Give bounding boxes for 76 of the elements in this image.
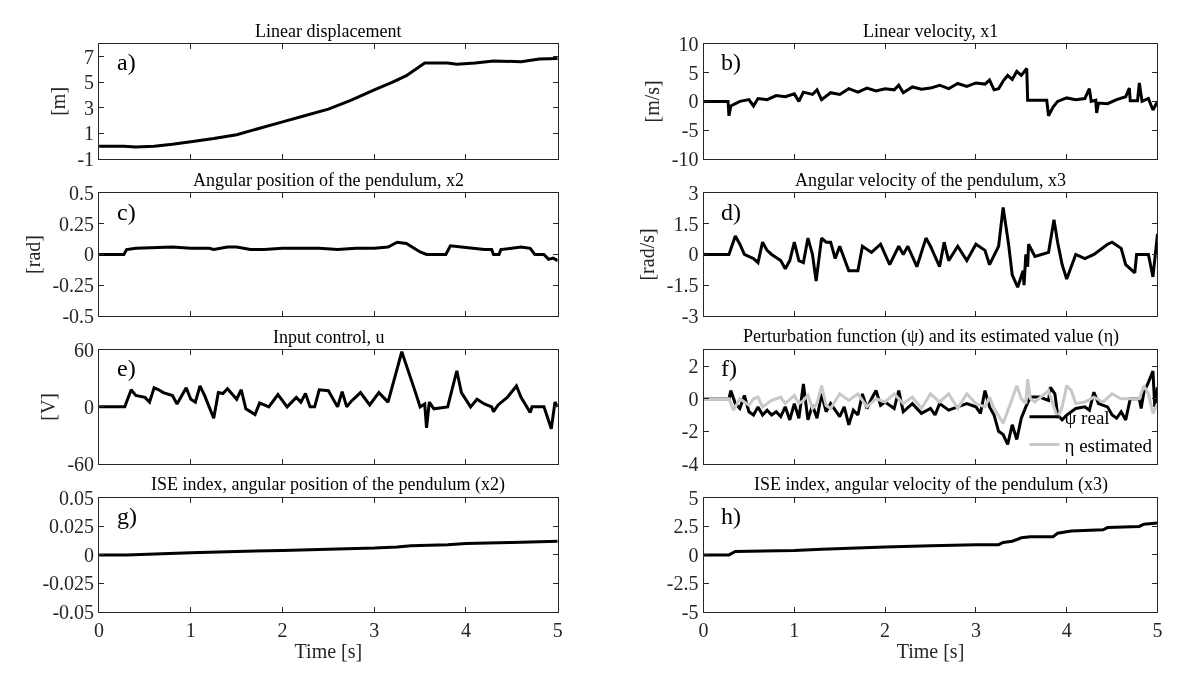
chart-title: Input control, u bbox=[273, 327, 385, 347]
line-series bbox=[99, 56, 558, 149]
y-tick-label: 0.05 bbox=[59, 486, 95, 509]
chart-title: Linear displacement bbox=[255, 21, 402, 41]
x-tick-label: 2 bbox=[880, 618, 891, 641]
y-axis-title: [rad/s] bbox=[636, 228, 659, 281]
y-tick-label: -0.5 bbox=[62, 304, 95, 327]
x-tick-label: 5 bbox=[552, 618, 563, 641]
y-tick-label: 60 bbox=[74, 338, 95, 361]
x-tick-label: 3 bbox=[369, 618, 380, 641]
line-series bbox=[703, 205, 1158, 289]
y-tick-label: 0 bbox=[84, 243, 95, 266]
y-tick-label: -1 bbox=[77, 148, 95, 171]
y-tick-label: 0 bbox=[688, 243, 699, 266]
y-tick-label: 7 bbox=[84, 45, 95, 68]
annotation: c) bbox=[117, 199, 136, 225]
y-tick-label: -10 bbox=[671, 148, 699, 171]
x-tick-label: 5 bbox=[1152, 618, 1163, 641]
y-tick-label: -3 bbox=[681, 304, 699, 327]
x-tick-label: 1 bbox=[185, 618, 196, 641]
y-axis-title: [m/s] bbox=[641, 80, 664, 123]
annotation: f) bbox=[721, 355, 737, 381]
y-tick-label: 5 bbox=[84, 71, 95, 94]
y-tick-label: -1.5 bbox=[666, 274, 699, 297]
line-series bbox=[99, 350, 558, 431]
annotation: d) bbox=[721, 199, 741, 225]
y-tick-label: -2.5 bbox=[666, 572, 699, 595]
x-tick-label: 3 bbox=[970, 618, 981, 641]
x-axis-title: Time [s] bbox=[896, 640, 965, 663]
y-tick-label: 0 bbox=[688, 387, 699, 410]
y-tick-label: -60 bbox=[67, 452, 95, 475]
annotation: b) bbox=[721, 49, 741, 75]
y-tick-label: 1 bbox=[84, 122, 95, 145]
y-tick-label: 10 bbox=[678, 32, 699, 55]
y-tick-label: 0 bbox=[688, 90, 699, 113]
y-tick-label: 1.5 bbox=[673, 212, 699, 235]
chart-title: Linear velocity, x1 bbox=[863, 21, 999, 41]
y-tick-label: 0.5 bbox=[69, 182, 95, 205]
line-series bbox=[99, 539, 558, 557]
y-tick-label: 3 bbox=[688, 182, 699, 205]
y-tick-label: 0 bbox=[688, 543, 699, 566]
y-tick-label: 5 bbox=[688, 486, 699, 509]
chart-title: Perturbation function (ψ) and its estimated value (η) bbox=[743, 326, 1120, 347]
chart-title: ISE index, angular velocity of the pendulum (x3) bbox=[754, 474, 1108, 495]
y-tick-label: 2.5 bbox=[673, 515, 699, 538]
y-axis-title: [V] bbox=[36, 392, 59, 421]
y-tick-label: 0.25 bbox=[59, 212, 95, 235]
annotation: g) bbox=[117, 503, 137, 529]
x-axis-title: Time [s] bbox=[294, 640, 363, 663]
y-tick-label: 2 bbox=[688, 355, 699, 378]
y-tick-label: -2 bbox=[681, 420, 699, 443]
y-tick-label: 0.025 bbox=[49, 515, 95, 538]
y-tick-label: -5 bbox=[681, 119, 699, 142]
legend-label: η estimated bbox=[1064, 434, 1153, 456]
annotation: e) bbox=[117, 355, 136, 381]
y-axis-title: [m] bbox=[46, 86, 69, 116]
annotation: h) bbox=[721, 503, 741, 529]
x-tick-label: 4 bbox=[1061, 618, 1072, 641]
line-series bbox=[99, 240, 558, 263]
annotation: a) bbox=[117, 49, 136, 75]
y-axis-title: [rad] bbox=[21, 235, 44, 274]
y-tick-label: -0.25 bbox=[52, 274, 95, 297]
x-tick-label: 1 bbox=[789, 618, 800, 641]
y-tick-label: -4 bbox=[681, 452, 699, 475]
chart-title: Angular position of the pendulum, x2 bbox=[193, 170, 464, 190]
y-tick-label: 0 bbox=[84, 395, 95, 418]
y-tick-label: 3 bbox=[84, 96, 95, 119]
x-tick-label: 4 bbox=[460, 618, 471, 641]
y-tick-label: -5 bbox=[681, 600, 699, 623]
y-tick-label: -0.05 bbox=[52, 600, 95, 623]
y-tick-label: 5 bbox=[688, 61, 699, 84]
x-tick-label: 2 bbox=[277, 618, 288, 641]
chart-title: ISE index, angular position of the pendulum (x2) bbox=[151, 474, 505, 495]
y-tick-label: -0.025 bbox=[42, 572, 95, 595]
chart-title: Angular velocity of the pendulum, x3 bbox=[795, 170, 1066, 190]
y-tick-label: 0 bbox=[84, 543, 95, 566]
